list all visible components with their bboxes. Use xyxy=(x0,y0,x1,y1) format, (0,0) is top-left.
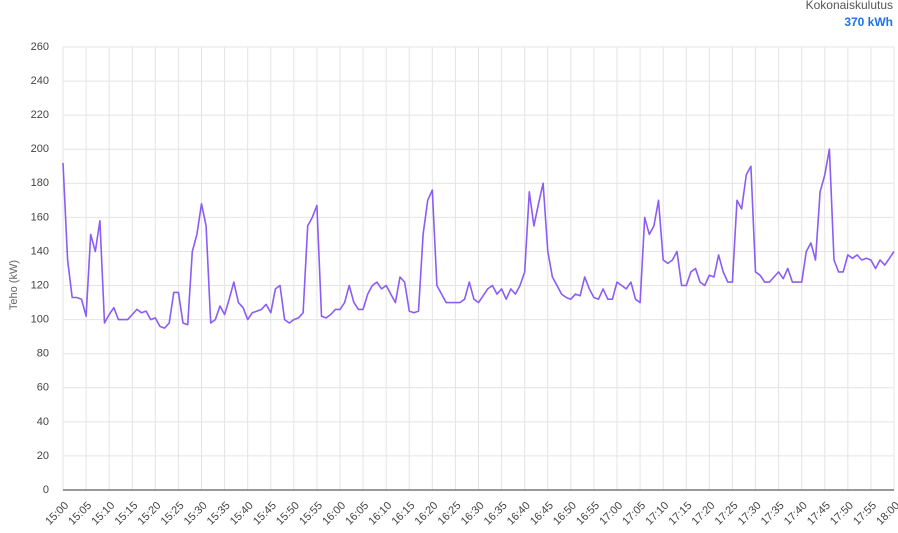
x-tick-label: 17:10 xyxy=(643,500,671,528)
x-tick-label: 17:05 xyxy=(620,500,648,528)
x-tick-label: 15:10 xyxy=(89,500,117,528)
y-tick-label: 80 xyxy=(37,348,49,360)
y-tick-label: 180 xyxy=(31,177,49,189)
y-axis-title: Teho (kW) xyxy=(8,260,20,310)
x-tick-label: 15:35 xyxy=(205,500,233,528)
y-tick-label: 20 xyxy=(37,450,49,462)
y-tick-label: 0 xyxy=(43,484,49,496)
y-tick-label: 220 xyxy=(31,109,49,121)
y-tick-label: 120 xyxy=(31,279,49,291)
x-tick-label: 17:45 xyxy=(805,500,833,528)
y-tick-label: 140 xyxy=(31,245,49,257)
x-tick-label: 16:15 xyxy=(389,500,417,528)
x-tick-label: 15:50 xyxy=(274,500,302,528)
y-tick-label: 260 xyxy=(31,41,49,53)
x-tick-label: 16:25 xyxy=(436,500,464,528)
x-tick-label: 16:20 xyxy=(413,500,441,528)
x-tick-label: 16:40 xyxy=(505,500,533,528)
x-tick-label: 17:20 xyxy=(690,500,718,528)
x-tick-label: 17:50 xyxy=(828,500,856,528)
y-tick-label: 240 xyxy=(31,75,49,87)
x-tick-label: 15:25 xyxy=(159,500,187,528)
x-tick-label: 15:40 xyxy=(228,500,256,528)
x-tick-label: 15:45 xyxy=(251,500,279,528)
x-tick-label: 16:45 xyxy=(528,500,556,528)
x-tick-label: 16:35 xyxy=(482,500,510,528)
x-tick-label: 17:40 xyxy=(782,500,810,528)
x-tick-label: 16:55 xyxy=(574,500,602,528)
x-tick-label: 15:55 xyxy=(297,500,325,528)
x-tick-label: 17:35 xyxy=(759,500,787,528)
y-tick-label: 40 xyxy=(37,416,49,428)
x-tick-label: 16:10 xyxy=(366,500,394,528)
x-tick-label: 16:50 xyxy=(551,500,579,528)
summary-label: Kokonaiskulutus xyxy=(806,0,893,12)
x-tick-label: 17:15 xyxy=(666,500,694,528)
x-tick-label: 18:00 xyxy=(874,500,898,528)
x-tick-label: 16:30 xyxy=(459,500,487,528)
x-tick-label: 15:05 xyxy=(66,500,94,528)
y-tick-label: 200 xyxy=(31,143,49,155)
data-line xyxy=(62,148,895,329)
x-tick-label: 17:00 xyxy=(597,500,625,528)
y-tick-label: 100 xyxy=(31,314,49,326)
y-tick-label: 160 xyxy=(31,211,49,223)
x-tick-label: 17:30 xyxy=(736,500,764,528)
x-tick-label: 17:55 xyxy=(851,500,879,528)
x-tick-label: 15:15 xyxy=(112,500,140,528)
y-tick-label: 60 xyxy=(37,382,49,394)
x-tick-label: 17:25 xyxy=(713,500,741,528)
x-tick-label: 15:00 xyxy=(43,500,71,528)
x-tick-label: 15:30 xyxy=(182,500,210,528)
x-tick-label: 15:20 xyxy=(136,500,164,528)
x-tick-label: 16:05 xyxy=(343,500,371,528)
summary-value: 370 kWh xyxy=(844,15,893,29)
x-tick-label: 16:00 xyxy=(320,500,348,528)
